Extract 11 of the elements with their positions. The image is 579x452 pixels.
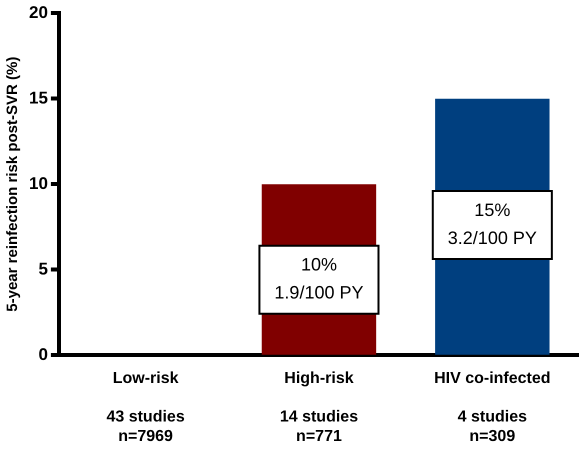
- category-label: Low-risk 43 studies n=7969: [106, 370, 185, 445]
- y-tick-label: 5: [38, 259, 48, 278]
- y-tick-label: 10: [28, 174, 48, 193]
- data-label: 15% 3.2/100 PY: [448, 200, 537, 248]
- y-tick-label: 20: [28, 2, 48, 22]
- y-tick-label: 15: [28, 88, 48, 108]
- category-label: High-risk 14 studies n=771: [280, 370, 358, 445]
- y-axis-title: 5-year reinfection risk post-SVR (%): [4, 56, 22, 312]
- category-label: HIV co-infected 4 studies n=309: [434, 370, 551, 445]
- y-tick-label: 0: [38, 344, 48, 364]
- data-label: 10% 1.9/100 PY: [274, 254, 364, 303]
